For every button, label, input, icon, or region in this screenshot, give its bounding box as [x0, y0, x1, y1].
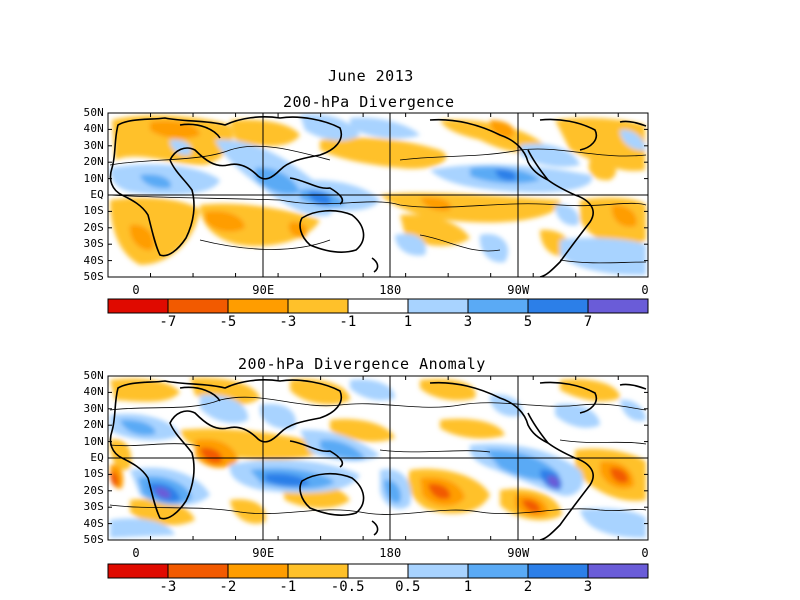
lat-label: 30S — [83, 500, 104, 514]
colorbar-label: -2 — [219, 579, 237, 595]
lat-label: 40S — [83, 516, 104, 530]
colorbar-label: -5 — [219, 314, 237, 330]
lon-label: 180 — [379, 546, 402, 560]
colorbar-label: 1 — [403, 314, 413, 330]
colorbar-label: 1 — [463, 579, 473, 595]
divergence-anomaly-ticks — [107, 375, 648, 541]
lon-label: 90E — [252, 546, 275, 560]
colorbar-label: -0.5 — [330, 579, 365, 595]
colorbar-swatch — [347, 298, 409, 314]
lat-label: 20S — [83, 220, 104, 234]
colorbar-label: -1 — [339, 314, 357, 330]
lon-label: 0 — [641, 546, 649, 560]
lat-label: 20N — [83, 418, 104, 432]
lat-label: 30S — [83, 237, 104, 251]
lat-label: EQ — [90, 188, 104, 201]
colorbar-label: 0.5 — [395, 579, 421, 595]
colorbar-swatch — [467, 298, 529, 314]
lat-label: 20N — [83, 155, 104, 169]
colorbar-label: 5 — [523, 314, 533, 330]
colorbar-swatch — [467, 563, 529, 579]
colorbar-label: 2 — [523, 579, 533, 595]
colorbar-swatch — [167, 298, 229, 314]
lat-label: 30N — [83, 401, 104, 415]
lat-label: EQ — [90, 451, 104, 464]
colorbar-swatch — [287, 563, 349, 579]
lat-label: 50S — [83, 270, 104, 283]
divergence-colorbar — [107, 298, 649, 314]
colorbar-swatch — [107, 298, 169, 314]
colorbar-swatch — [587, 563, 649, 579]
divergence-anomaly-map — [108, 376, 648, 540]
panel1-subtitle: 200-hPa Divergence — [283, 93, 455, 111]
lat-label: 30N — [83, 138, 104, 152]
lat-label: 50N — [83, 106, 104, 119]
lat-label: 40S — [83, 253, 104, 267]
colorbar-swatch — [167, 563, 229, 579]
colorbar-label: -3 — [159, 579, 177, 595]
panel2-subtitle: 200-hPa Divergence Anomaly — [238, 355, 486, 373]
lon-label: 90E — [252, 283, 275, 297]
colorbar-swatch — [107, 563, 169, 579]
lat-label: 40N — [83, 122, 104, 136]
colorbar-swatch — [227, 298, 289, 314]
divergence-anomaly-colorbar — [107, 563, 649, 579]
lat-label: 10N — [83, 434, 104, 448]
lon-label: 0 — [132, 283, 140, 297]
lat-label: 40N — [83, 385, 104, 399]
lat-label: 20S — [83, 483, 104, 497]
lon-label: 180 — [379, 283, 402, 297]
lon-label: 90W — [507, 283, 530, 297]
lon-label: 0 — [641, 283, 649, 297]
colorbar-label: -3 — [279, 314, 297, 330]
lat-label: 50N — [83, 369, 104, 382]
divergence-ticks — [107, 112, 648, 278]
colorbar-label: 7 — [583, 314, 593, 330]
lat-label: 10S — [83, 204, 104, 218]
lat-label: 10S — [83, 467, 104, 481]
colorbar-label: -1 — [279, 579, 297, 595]
lat-label: 50S — [83, 533, 104, 546]
lat-label: 10N — [83, 171, 104, 185]
lon-label: 0 — [132, 546, 140, 560]
figure-title: June 2013 — [328, 67, 414, 85]
colorbar-label: 3 — [583, 579, 593, 595]
colorbar-label: 3 — [463, 314, 473, 330]
colorbar-swatch — [527, 298, 589, 314]
colorbar-swatch — [407, 563, 469, 579]
lon-label: 90W — [507, 546, 530, 560]
colorbar-swatch — [287, 298, 349, 314]
colorbar-swatch — [587, 298, 649, 314]
colorbar-swatch — [347, 563, 409, 579]
colorbar-swatch — [527, 563, 589, 579]
colorbar-swatch — [227, 563, 289, 579]
colorbar-swatch — [407, 298, 469, 314]
colorbar-label: -7 — [159, 314, 177, 330]
